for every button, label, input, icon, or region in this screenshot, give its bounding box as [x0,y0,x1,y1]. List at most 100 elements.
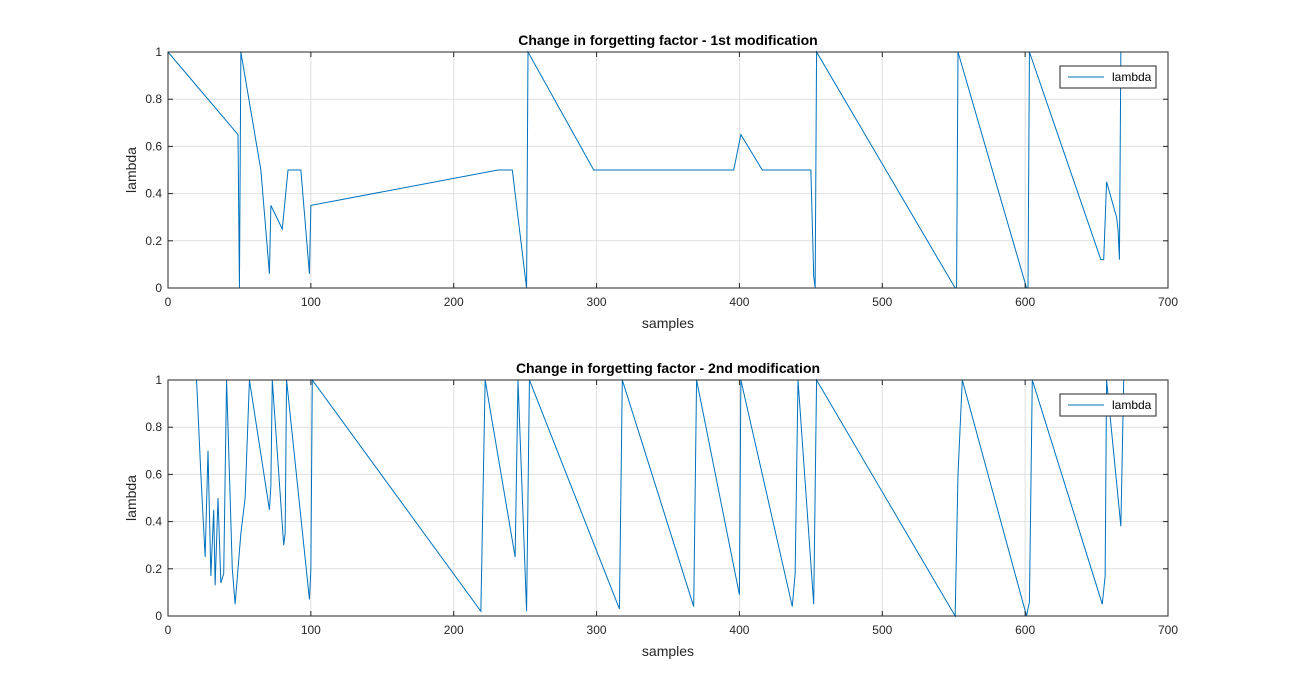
data-point [1029,601,1030,602]
data-point [762,169,763,170]
data-point [793,169,794,170]
legend: lambda [1059,393,1157,417]
data-point [1119,259,1120,260]
data-point [285,533,286,534]
data-point [237,568,238,569]
x-axis-label: samples [642,315,694,331]
data-point [512,169,513,170]
data-point [220,582,221,583]
data-point [693,169,694,170]
axes-box [167,51,1169,289]
data-point [1100,259,1101,260]
x-tick-label: 400 [729,623,749,637]
y-tick-label: 1 [155,373,162,387]
data-point [740,134,741,135]
x-tick-label: 700 [1158,295,1178,309]
data-point [1103,259,1104,260]
y-tick-label: 0.8 [145,420,162,434]
y-axis-label: lambda [123,147,139,193]
data-point [245,497,246,498]
series-line-lambda [167,50,1168,289]
data-point [813,604,814,605]
axes-box [167,379,1169,617]
data-point [235,604,236,605]
data-point [270,486,271,487]
y-tick-label: 0.6 [145,467,162,481]
data-point [813,276,814,277]
plot-area [168,380,1168,616]
data-point [1117,228,1118,229]
legend-box [1059,393,1157,417]
x-tick-label: 600 [1015,295,1035,309]
data-point [232,568,233,569]
data-point [269,509,270,510]
data-point [309,599,310,600]
y-tick-label: 0.8 [145,92,162,106]
x-tick-label: 600 [1015,623,1035,637]
data-point [293,169,294,170]
data-point [310,568,311,569]
legend: lambda [1059,65,1157,89]
data-point [240,533,241,534]
data-point [260,169,261,170]
x-tick-label: 300 [587,295,607,309]
y-axis-label: lambda [123,475,139,521]
data-point [207,450,208,451]
data-point [739,594,740,595]
data-point [515,556,516,557]
data-point [287,169,288,170]
x-tick-label: 500 [872,295,892,309]
data-point [200,474,201,475]
data-point [957,474,958,475]
data-point [223,573,224,574]
data-point [795,573,796,574]
x-tick-label: 700 [1158,623,1178,637]
legend-label: lambda [1112,70,1152,84]
y-tick-label: 0.4 [145,187,162,201]
data-point [237,134,238,135]
y-tick-label: 0.2 [145,562,162,576]
data-point [213,509,214,510]
x-tick-label: 400 [729,295,749,309]
x-tick-label: 500 [872,623,892,637]
y-tick-label: 1 [155,45,162,59]
data-point [270,205,271,206]
data-point [619,169,620,170]
series-line-lambda [168,378,1168,618]
y-tick-label: 0 [155,281,162,295]
legend-label: lambda [1112,398,1152,412]
chart-title: Change in forgetting factor - 1st modifi… [518,32,817,48]
data-point [505,169,506,170]
subplot-2: Change in forgetting factor - 2nd modifi… [123,360,1178,659]
data-point [792,606,793,607]
data-point [1105,575,1106,576]
data-point [269,273,270,274]
data-point [205,556,206,557]
data-point [217,497,218,498]
data-point [215,585,216,586]
data-point [526,611,527,612]
data-point [309,273,310,274]
data-point [1120,526,1121,527]
data-point [619,608,620,609]
data-point [310,205,311,206]
data-point [669,169,670,170]
legend-box [1059,65,1157,89]
x-tick-label: 300 [587,623,607,637]
data-point [480,611,481,612]
data-point [210,575,211,576]
x-tick-label: 100 [301,295,321,309]
x-tick-label: 200 [444,623,464,637]
data-point [1102,604,1103,605]
data-point [300,169,301,170]
data-point [693,606,694,607]
x-tick-label: 0 [165,623,172,637]
data-point [282,228,283,229]
data-point [810,169,811,170]
data-point [1116,217,1117,218]
x-tick-label: 200 [444,295,464,309]
chart-title: Change in forgetting factor - 2nd modifi… [516,360,820,376]
data-point [733,169,734,170]
y-tick-label: 0.2 [145,234,162,248]
